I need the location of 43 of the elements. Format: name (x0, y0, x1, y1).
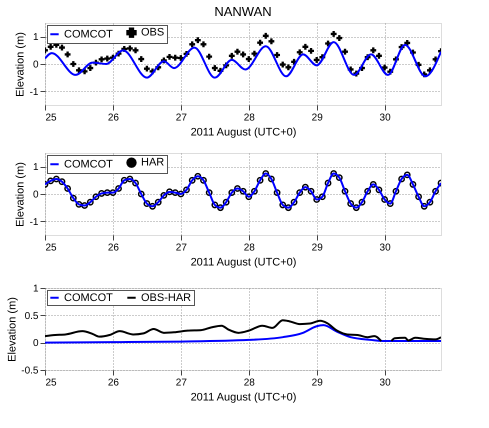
legend-label: COMCOT (64, 292, 114, 304)
legend-label: HAR (141, 156, 164, 169)
x-tick-label: 27 (176, 112, 188, 124)
x-tick-label: 25 (46, 112, 58, 124)
x-tick-label: 29 (312, 242, 324, 254)
y-axis-title: Elevation (m) (14, 32, 27, 97)
x-tick-label: 30 (380, 378, 392, 388)
line-series (45, 41, 441, 79)
y-tick-label: -0.5 (21, 366, 39, 376)
x-tick-label: 29 (312, 378, 324, 388)
x-tick-label: 30 (380, 242, 392, 254)
y-tick-label: 0 (32, 338, 39, 350)
y-tick-label: 0.5 (24, 310, 39, 322)
legend-label: OBS (141, 26, 164, 39)
x-tick-label: 26 (108, 112, 120, 124)
y-tick-label: 1 (32, 284, 39, 294)
x-tick-label: 27 (176, 242, 188, 254)
y-tick-label: 0 (32, 190, 39, 200)
x-tick-label: 28 (244, 112, 256, 124)
x-tick-label: 25 (46, 242, 58, 254)
x-axis-title: 2011 August (UTC+0) (190, 126, 296, 138)
x-tick-label: 28 (244, 378, 256, 388)
x-tick-label: 29 (312, 112, 324, 124)
y-tick-label: -1 (30, 216, 39, 228)
y-axis-title: Elevation (m) (14, 162, 27, 227)
x-tick-label: 28 (244, 242, 256, 254)
y-tick-label: 1 (32, 32, 39, 44)
legend-label: OBS-HAR (141, 292, 192, 304)
legend-label: COMCOT (64, 158, 114, 170)
x-tick-label: 26 (108, 242, 120, 254)
x-tick-label: 26 (108, 378, 120, 388)
x-tick-label: 27 (176, 378, 188, 388)
x-axis-title: 2011 August (UTC+0) (190, 392, 296, 404)
y-tick-label: 0 (32, 60, 39, 70)
legend-label: COMCOT (64, 28, 114, 40)
y-tick-label: 1 (32, 162, 39, 174)
x-tick-label: 25 (46, 378, 58, 388)
x-tick-label: 30 (380, 112, 392, 124)
chart-title: NANWAN (214, 4, 272, 19)
line-series (45, 324, 441, 344)
y-tick-label: -1 (30, 86, 39, 98)
x-axis-title: 2011 August (UTC+0) (190, 256, 296, 268)
y-axis-title: Elevation (m) (6, 297, 18, 362)
